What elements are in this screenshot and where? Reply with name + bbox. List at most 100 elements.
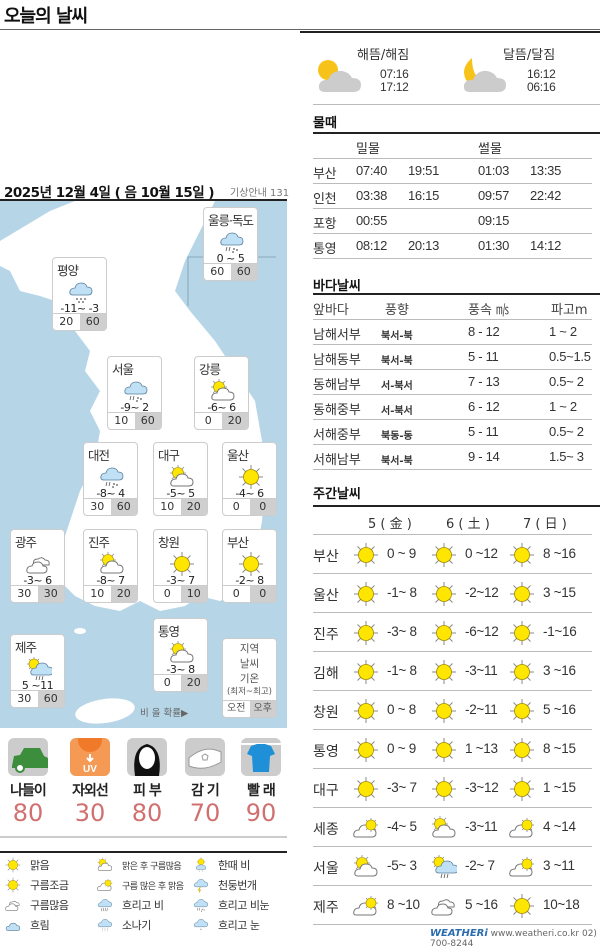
legend-item: 소나기 — [96, 917, 151, 933]
city-name: 창원 — [158, 535, 180, 550]
weekly-row: 울산 -1~ 8 -2~12 3 ~15 — [313, 574, 592, 613]
weekly-temp: -6~12 — [465, 624, 499, 639]
weather-map: 울릉·독도 0 ~ 5 60 60 평양 -11~ -3 20 60 서울 -9~ … — [0, 201, 287, 728]
low-tide-1: 09:57 — [478, 188, 510, 203]
sea-header-direction: 풍향 — [385, 303, 409, 318]
rain-prob-pm: 60 — [110, 499, 137, 515]
rain-prob-am: 0 — [232, 587, 240, 600]
high-tide-1: 07:40 — [356, 163, 388, 178]
city-card: 진주 -8~ 7 10 20 — [83, 529, 138, 603]
sun-icon — [353, 620, 379, 646]
weekly-city: 부산 — [313, 549, 339, 565]
legend-item: 흐리고 비 — [96, 897, 164, 913]
weekly-temp: 4 ~14 — [543, 819, 576, 834]
sun-icon — [431, 542, 457, 568]
car-icon — [8, 738, 48, 776]
uv-sun-icon: UV — [70, 738, 110, 776]
cloudsun-icon — [509, 856, 535, 877]
legend-item: 구름많음 — [4, 897, 69, 913]
high-tide-1: 03:38 — [356, 188, 388, 203]
city-card: 광주 -3~ 6 30 30 — [10, 529, 65, 603]
sea-area: 서해중부 — [313, 428, 361, 443]
sun-icon — [431, 659, 457, 685]
wind-direction: 서-북서 — [381, 406, 413, 417]
weekly-temp: 5 ~16 — [543, 702, 576, 717]
sea-area: 남해서부 — [313, 328, 361, 343]
sea-header-area: 앞바다 — [313, 303, 349, 318]
index-value: 70 — [189, 799, 221, 827]
cloudy2-icon — [5, 900, 20, 911]
life-index-0: 나들이 80 — [4, 738, 52, 827]
city-card: 대구 -5~ 5 10 20 — [153, 442, 208, 516]
city-card: 대전 -8~ 4 30 60 — [83, 442, 138, 516]
thunder-icon — [192, 877, 210, 893]
wind-direction: 서-북서 — [381, 381, 413, 392]
index-value: 80 — [12, 799, 44, 827]
weekly-temp: 5 ~16 — [465, 897, 498, 912]
mask-icon — [185, 738, 225, 776]
city-name: 광주 — [15, 535, 37, 550]
sun-icon — [353, 581, 379, 607]
weekly-city: 울산 — [313, 588, 339, 604]
sea-row: 서해중부 북동-동 5 - 11 0.5~ 2 — [313, 420, 592, 445]
legend-label: 구름조금 — [30, 879, 69, 892]
city-temp: -3~ 7 — [166, 574, 195, 587]
city-card: 통영 -3~ 8 0 20 — [153, 618, 208, 692]
sun-icon — [431, 698, 457, 724]
low-tide-2: 13:35 — [530, 163, 562, 178]
weekly-temp: -2~12 — [465, 585, 499, 600]
suncloud-icon — [96, 857, 114, 873]
rain-prob-am: 10 — [114, 414, 129, 427]
legend-item: 흐림 — [4, 917, 50, 933]
rain-prob-am: 20 — [59, 315, 74, 328]
wind-direction: 북서-북 — [381, 356, 413, 367]
weekly-row: 세종 -4~ 5 -3~11 4 ~14 — [313, 808, 592, 847]
rain-prob-am: 60 — [210, 265, 225, 278]
city-name: 울릉·독도 — [208, 213, 254, 228]
weekly-temp: -4~ 5 — [387, 819, 417, 834]
city-temp: -3~ 6 — [23, 574, 52, 587]
rain-prob-pm: 60 — [79, 314, 106, 330]
city-name: 대전 — [88, 448, 110, 463]
sun-icon — [353, 737, 379, 763]
legend-label: 천둥번개 — [218, 879, 257, 892]
weekly-temp: 3 ~16 — [543, 663, 576, 678]
sunshower-icon — [196, 857, 206, 873]
city-card: 제주 5 ~11 30 60 — [10, 634, 65, 708]
weekly-temp: -1~ 8 — [387, 663, 417, 678]
weekly-city: 진주 — [313, 627, 339, 643]
city-name: 평양 — [57, 263, 79, 278]
legend-label: 맑음 — [30, 859, 50, 872]
weekly-city: 서울 — [313, 861, 339, 877]
weekly-city: 창원 — [313, 705, 339, 721]
sun-icon — [509, 737, 535, 763]
index-label: 자외선 — [72, 783, 109, 799]
divider — [313, 104, 600, 105]
weekly-row: 부산 0 ~ 9 0 ~12 8 ~16 — [313, 535, 592, 574]
moon-cloud-icon — [463, 58, 506, 92]
legend-label: 맑은 후 구름많음 — [122, 861, 182, 872]
tide-place: 통영 — [313, 241, 337, 256]
weekly-city: 김해 — [313, 666, 339, 682]
moonset-time: 06:16 — [527, 80, 556, 94]
rain-prob-am: 0 — [163, 587, 171, 600]
weekly-row: 서울 -5~ 3 -2~ 7 3 ~11 — [313, 847, 592, 886]
city-name: 강릉 — [199, 362, 221, 377]
sun-icon — [5, 857, 21, 873]
weekly-temp: -1~ 8 — [387, 585, 417, 600]
legend-item: 한때 비 — [192, 857, 250, 873]
weekly-city: 제주 — [313, 900, 339, 916]
city-card: 평양 -11~ -3 20 60 — [52, 257, 107, 331]
weekly-day: 5 ( 金 ) — [368, 517, 412, 532]
suncloud-icon — [353, 854, 379, 880]
sea-area: 동해남부 — [313, 378, 361, 393]
low-tide-1: 01:03 — [478, 163, 510, 178]
sea-header-speed: 풍속 ㎧ — [468, 303, 510, 318]
weekly-city: 대구 — [313, 783, 339, 799]
legend-am: 오전 — [227, 703, 246, 714]
legend-item: 구름조금 — [4, 877, 69, 893]
sun-icon — [509, 659, 535, 685]
city-name: 통영 — [158, 624, 180, 639]
sun-icon — [431, 620, 457, 646]
rain-prob-am: 30 — [90, 500, 105, 513]
